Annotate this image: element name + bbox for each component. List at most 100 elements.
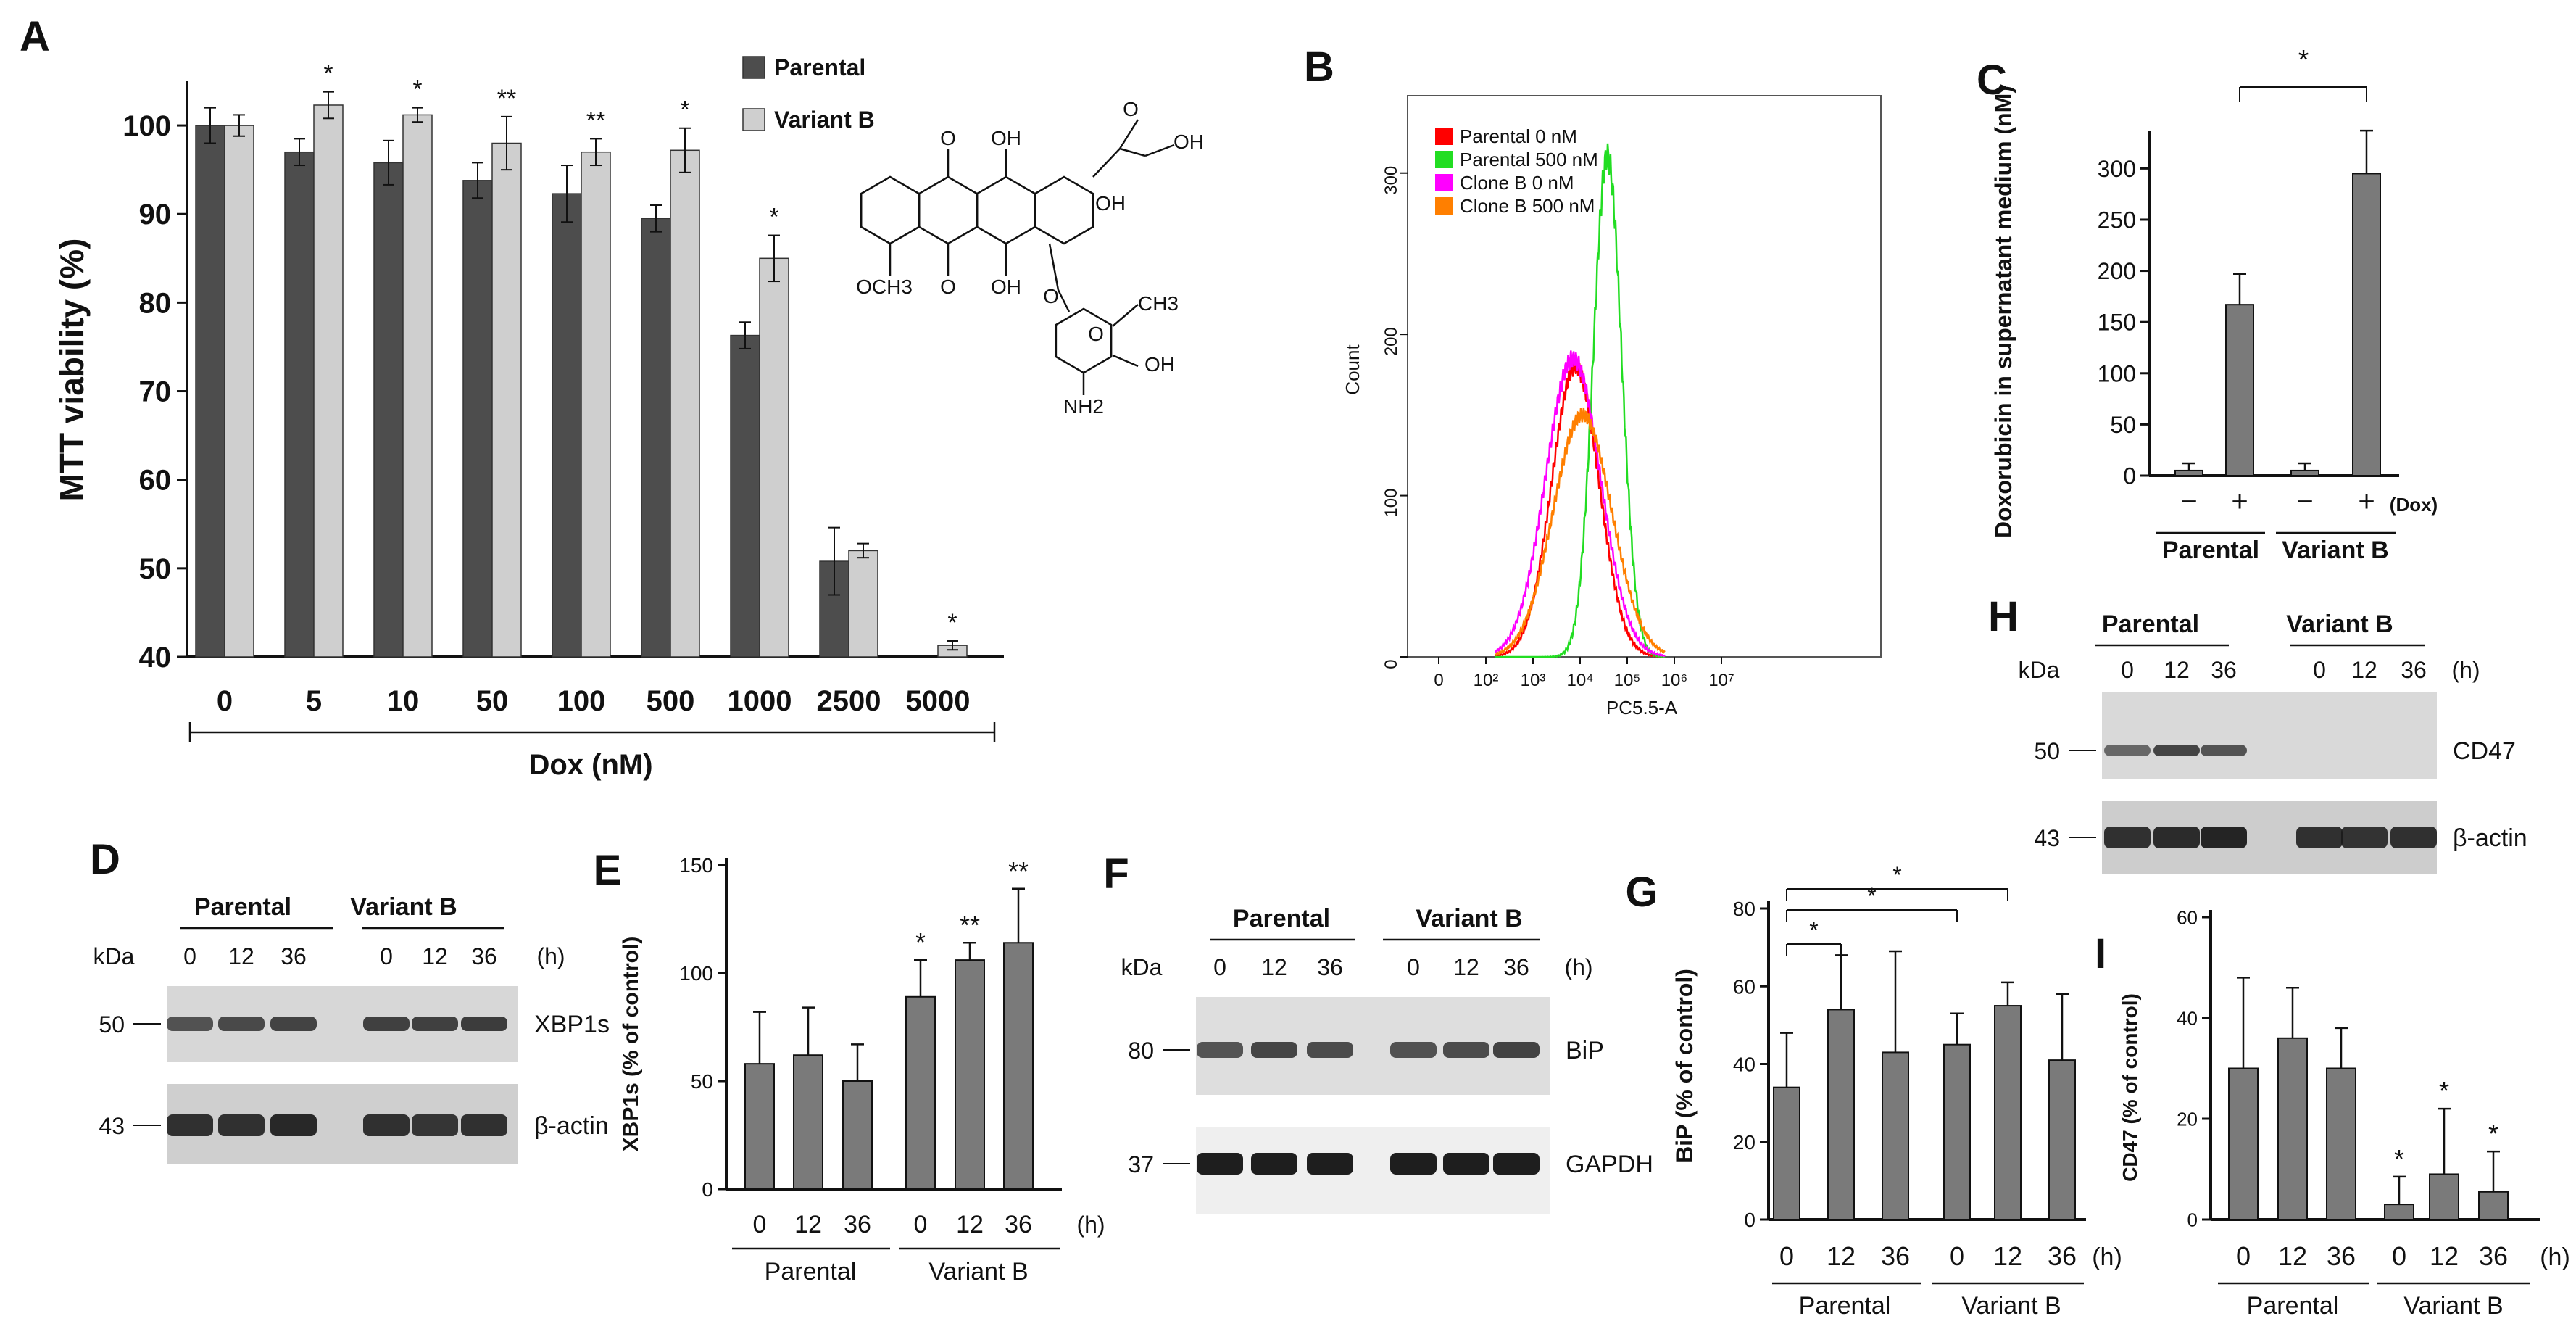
category-label: 36 — [2327, 1241, 2356, 1271]
lane-label: 0 — [2121, 657, 2134, 683]
bond — [1112, 354, 1139, 368]
y-tick-label: 100 — [679, 962, 713, 985]
blot-group-label: Variant B — [1416, 905, 1522, 932]
band-label: GAPDH — [1566, 1151, 1653, 1178]
category-label: 10 — [387, 685, 420, 717]
kda-label: kDa — [2019, 657, 2060, 683]
bar-variant-b — [581, 151, 611, 658]
bar — [1003, 942, 1034, 1191]
kda-label: kDa — [1121, 954, 1163, 980]
category-label: 12 — [2430, 1241, 2459, 1271]
y-tick-label: 150 — [679, 854, 713, 877]
lane-label: 0 — [380, 943, 393, 969]
panel-letter-e: E — [594, 847, 622, 894]
group-label: Parental — [1799, 1292, 1891, 1320]
group-label: Parental — [2162, 537, 2259, 564]
significance-mark: * — [1867, 883, 1876, 909]
y-tick-label: 100 — [2098, 360, 2136, 386]
structure-atom-label: O — [1088, 323, 1104, 345]
bar-variant-b — [402, 114, 433, 658]
panel-letter-i: I — [2095, 930, 2106, 977]
y-tick-label: 60 — [1733, 975, 1756, 998]
mw-marker-label: 50 — [2034, 738, 2060, 764]
category-label: + — [2358, 486, 2375, 518]
bar — [744, 1063, 775, 1191]
structure-ring — [976, 175, 1036, 245]
significance-mark: * — [2298, 45, 2309, 75]
panel-letter-b: B — [1304, 44, 1334, 91]
unit-label: (h) — [536, 943, 565, 969]
blot-band — [461, 1017, 507, 1031]
bar — [905, 995, 936, 1191]
y-tick-label: 60 — [139, 465, 172, 497]
x-tick-label: 10⁵ — [1614, 671, 1641, 690]
bar — [2352, 173, 2381, 476]
category-label: 36 — [2479, 1241, 2508, 1271]
lane-label: 36 — [1317, 954, 1343, 980]
structure-atom-label: OH — [991, 276, 1021, 298]
bond — [1118, 119, 1139, 149]
category-label: 36 — [2048, 1241, 2077, 1271]
y-tick-label: 80 — [1733, 898, 1756, 920]
category-label: 0 — [914, 1211, 928, 1238]
y-tick-label: 0 — [1382, 659, 1401, 668]
significance-mark: * — [2439, 1076, 2449, 1106]
bar — [1882, 1051, 1909, 1220]
significance-mark: * — [1892, 862, 1901, 888]
kda-label: kDa — [94, 943, 135, 969]
y-axis-label: XBP1s (% of control) — [619, 937, 643, 1152]
blot-band — [1390, 1153, 1437, 1175]
y-axis-label: BiP (% of control) — [1671, 969, 1698, 1163]
bar — [2225, 304, 2254, 476]
blot-band — [167, 1114, 213, 1136]
bar-parental — [462, 180, 493, 658]
legend-swatch — [1435, 151, 1453, 168]
y-tick-label: 80 — [139, 287, 172, 319]
y-tick-label: 50 — [139, 553, 172, 585]
structure-atom-label: NH2 — [1063, 395, 1104, 418]
bar-parental — [730, 334, 760, 658]
bond — [1092, 148, 1121, 178]
panel-letter-g: G — [1625, 869, 1658, 916]
blot-band — [1251, 1153, 1297, 1175]
blot-band — [2201, 745, 2247, 756]
bar — [2326, 1067, 2356, 1220]
panel-letter-f: F — [1103, 850, 1129, 898]
blot-band — [1443, 1042, 1489, 1058]
y-tick-label: 150 — [2098, 310, 2136, 336]
y-axis-label: Doxorubicin in supernatant medium (nM) — [1990, 86, 2016, 538]
lane-label: 0 — [183, 943, 196, 969]
legend-swatch-parental — [742, 56, 765, 79]
mw-marker-label: 43 — [2034, 825, 2060, 851]
y-tick-label: 90 — [139, 199, 172, 231]
category-label: 36 — [1881, 1241, 1910, 1271]
blot-band — [1493, 1042, 1540, 1058]
blot-band — [1251, 1042, 1297, 1058]
panel-d: D Parental Variant B kDa 0 12 36 0 12 36 (h) 50 XBP1… — [90, 836, 610, 1164]
blot-band — [2341, 827, 2388, 848]
y-tick-label: 0 — [702, 1178, 713, 1201]
y-axis-label: MTT viability (%) — [53, 239, 91, 502]
panel-e: E 0 50 100 150 XBP1s (% of control) 0 12 36 * 0 ** 1… — [594, 847, 1105, 1286]
y-tick-label: 60 — [2177, 906, 2198, 928]
band-label: CD47 — [2453, 737, 2516, 765]
panel-letter-d: D — [90, 836, 120, 883]
blot-band — [2390, 827, 2437, 848]
x-tick-label: 10² — [1474, 671, 1499, 690]
category-label: 12 — [1827, 1241, 1856, 1271]
category-label: 0 — [2392, 1241, 2406, 1271]
unit-label: (h) — [1076, 1212, 1105, 1238]
bar-parental — [552, 193, 582, 658]
legend-swatch — [1435, 197, 1453, 215]
category-label: 50 — [476, 685, 509, 717]
significance-mark: * — [2488, 1119, 2498, 1148]
band-label: β-actin — [2453, 824, 2527, 852]
histogram-series-3 — [1495, 407, 1666, 656]
bar-variant-b — [759, 257, 789, 658]
blot-band — [2296, 827, 2343, 848]
bar — [842, 1080, 873, 1190]
category-label: 0 — [1779, 1241, 1794, 1271]
legend-swatch-variant-b — [742, 108, 765, 131]
structure-atom-label: OH — [1173, 131, 1204, 153]
structure-atom-label: OH — [1144, 353, 1175, 376]
